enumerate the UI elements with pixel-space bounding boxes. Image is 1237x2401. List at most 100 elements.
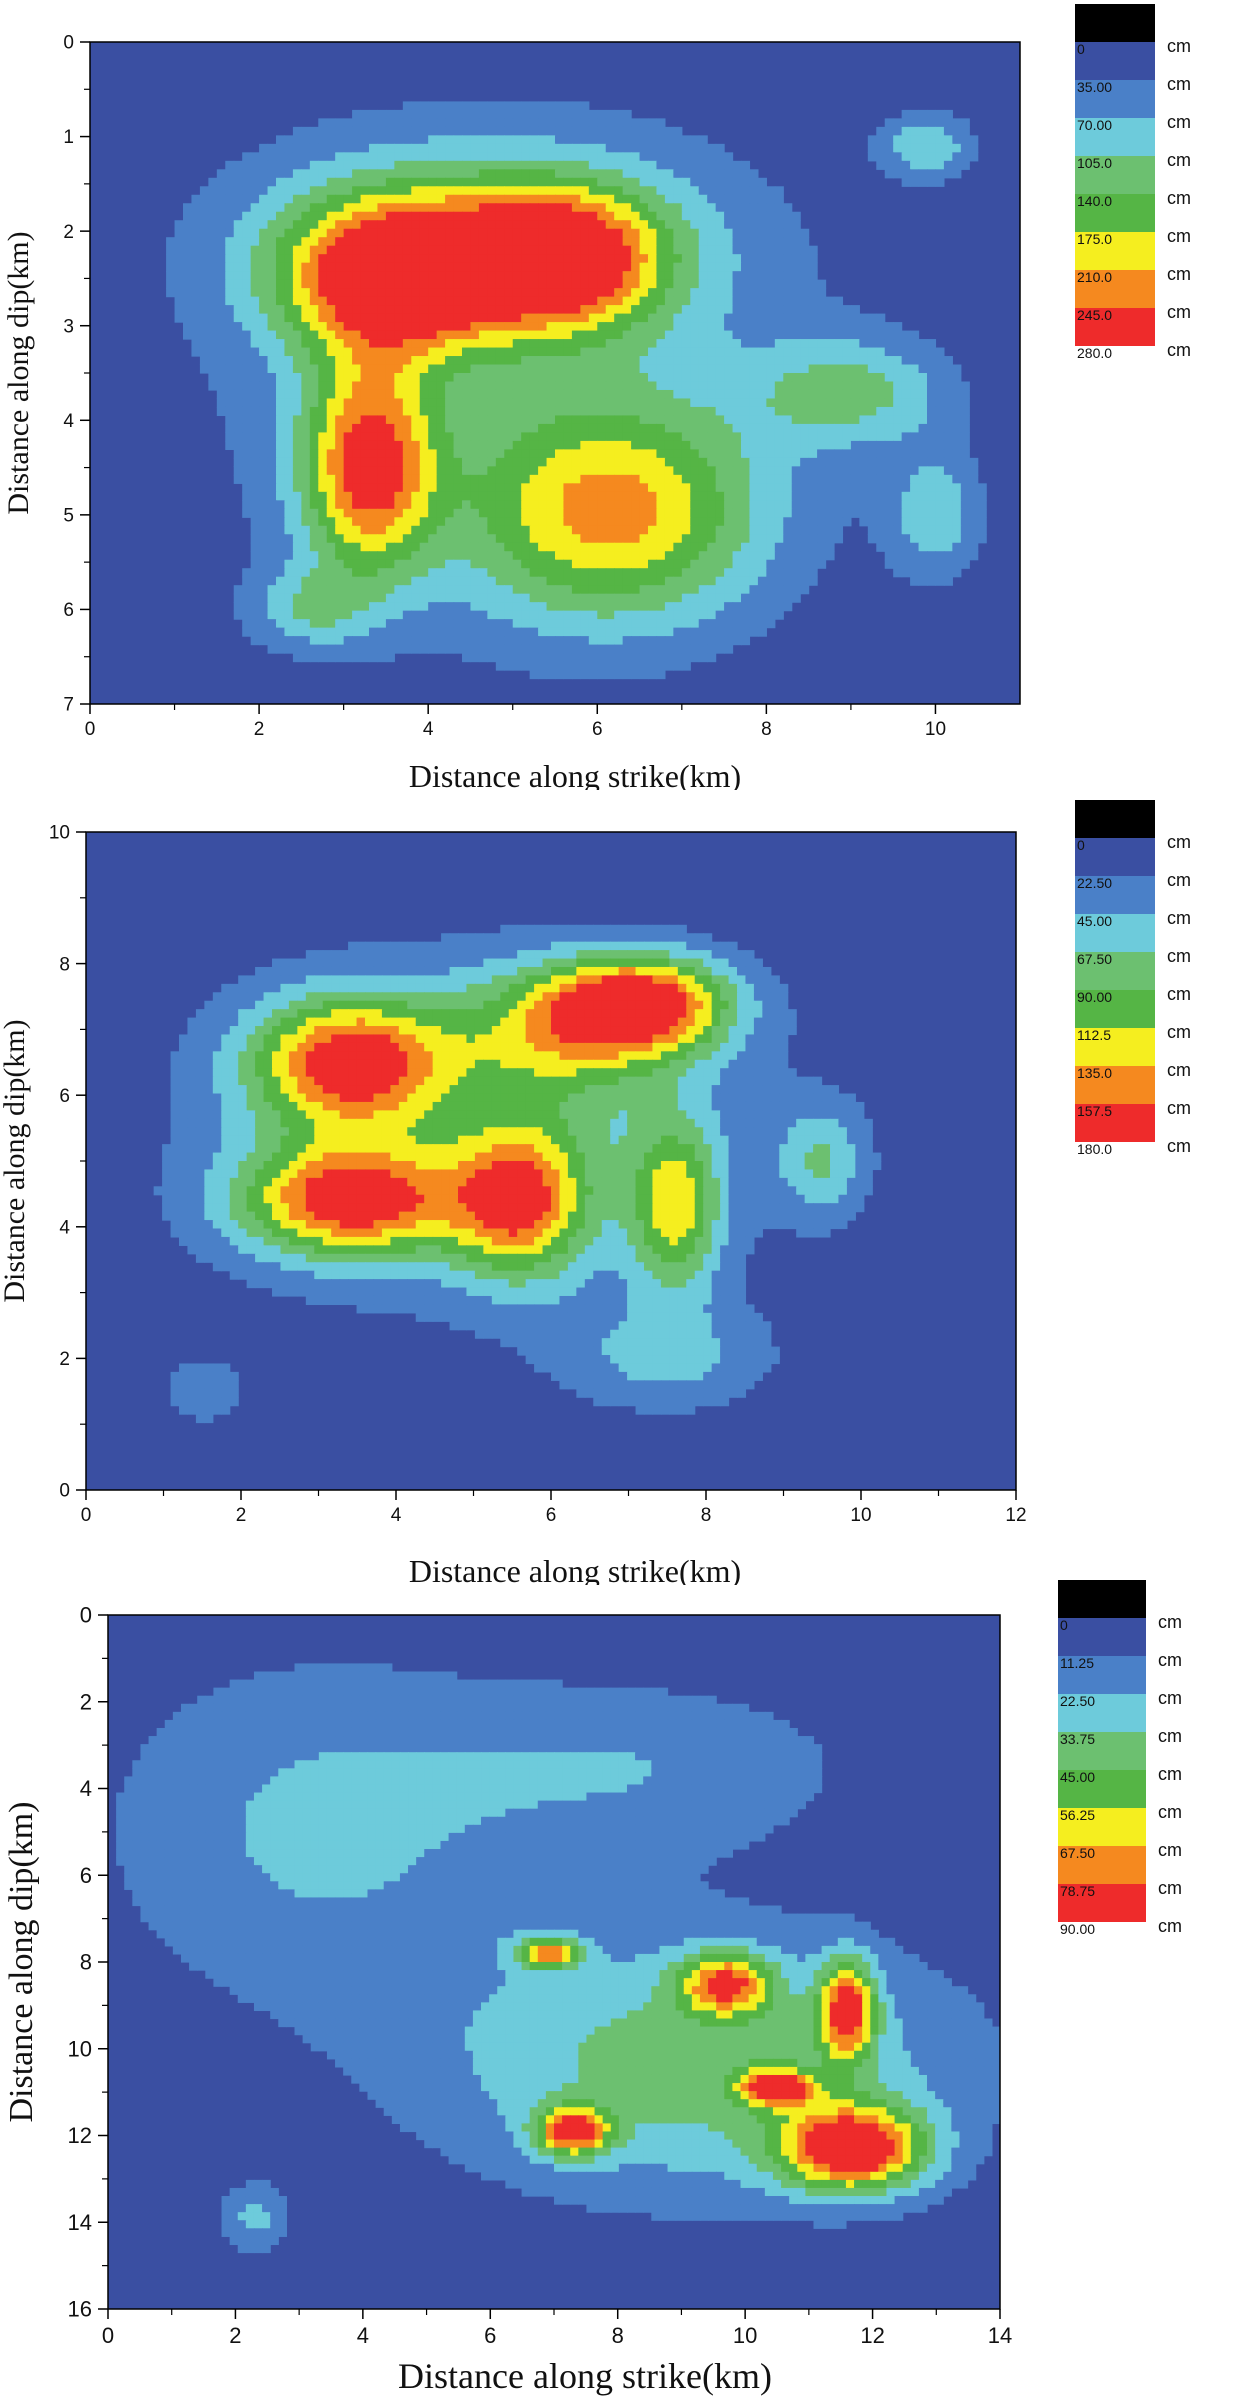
contour-cell [707,152,717,162]
contour-cell [588,517,598,527]
contour-cell [495,288,505,298]
contour-cell [335,559,345,569]
contour-cell [411,576,421,586]
contour-cell [555,559,565,569]
contour-cell [910,406,920,417]
contour-cell [360,636,370,646]
contour-cell [555,585,565,595]
contour-cell [385,279,395,289]
contour-cell [242,627,252,637]
contour-cell [741,211,751,221]
contour-cell [555,288,565,298]
contour-cell [402,305,412,315]
contour-cell [639,254,649,264]
contour-cell [521,356,531,366]
contour-cell [538,305,548,315]
contour-cell [943,109,953,119]
contour-cell [791,347,801,357]
contour-cell [639,415,649,425]
contour-cell [267,466,277,476]
contour-cell [952,559,962,569]
contour-cell [478,627,488,637]
contour-cell [208,288,218,298]
contour-cell [411,398,421,408]
contour-cell [757,296,767,306]
contour-cell [631,152,641,162]
contour-cell [707,322,717,332]
contour-cell [504,466,514,476]
contour-cell [656,568,666,578]
contour-cell [309,211,319,221]
contour-cell [343,288,353,298]
contour-cell [580,525,590,535]
contour-cell [757,254,767,264]
contour-cell [698,364,708,374]
contour-cell [487,186,497,196]
contour-cell [884,517,894,527]
contour-cell [377,339,387,349]
contour-cell [225,356,235,366]
contour-cell [935,423,945,434]
contour-cell [783,364,793,374]
contour-cell [614,381,624,391]
contour-cell [690,568,700,578]
contour-cell [453,457,463,467]
contour-cell [918,364,928,374]
contour-cell [952,415,962,425]
contour-cell [580,483,590,493]
contour-cell [343,373,353,383]
contour-cell [639,457,649,467]
contour-cell [597,330,607,340]
contour-cell [631,356,641,366]
contour-cell [724,389,734,400]
contour-cell [504,517,514,527]
contour-cell [385,500,395,510]
contour-cell [783,466,793,476]
contour-cell [943,143,953,153]
contour-cell [504,432,514,442]
contour-cell [419,279,429,289]
contour-cell [749,415,759,425]
contour-cell [411,228,421,238]
contour-cell [622,228,632,238]
contour-cell [538,288,548,298]
contour-cell [419,449,429,459]
contour-cell [419,491,429,501]
contour-cell [842,415,852,425]
contour-cell [741,254,751,264]
contour-cell [377,381,387,391]
contour-cell [766,525,776,535]
contour-cell [571,220,581,230]
contour-cell [233,203,243,213]
contour-cell [267,440,277,450]
contour-cell [664,271,674,281]
contour-cell [918,466,928,476]
contour-cell [563,398,573,408]
contour-cell [301,449,311,459]
contour-cell [901,432,911,442]
contour-cell [183,288,193,298]
contour-cell [504,491,514,501]
contour-cell [791,279,801,289]
contour-cell [538,415,548,425]
contour-cell [470,483,480,493]
contour-cell [741,339,751,349]
contour-cell [242,398,252,408]
contour-cell [808,322,818,332]
contour-cell [766,551,776,561]
contour-cell [546,508,556,518]
contour-cell [352,211,362,221]
contour-cell [656,152,666,162]
contour-cell [462,381,472,391]
contour-cell [512,356,522,366]
contour-cell [808,262,818,272]
contour-cell [783,534,793,544]
contour-cell [360,534,370,544]
contour-cell [580,347,590,357]
contour-cell [402,330,412,340]
contour-cell [757,500,767,510]
contour-cell [301,279,311,289]
contour-cell [369,508,379,518]
contour-cell [259,389,269,400]
contour-cell [563,296,573,306]
